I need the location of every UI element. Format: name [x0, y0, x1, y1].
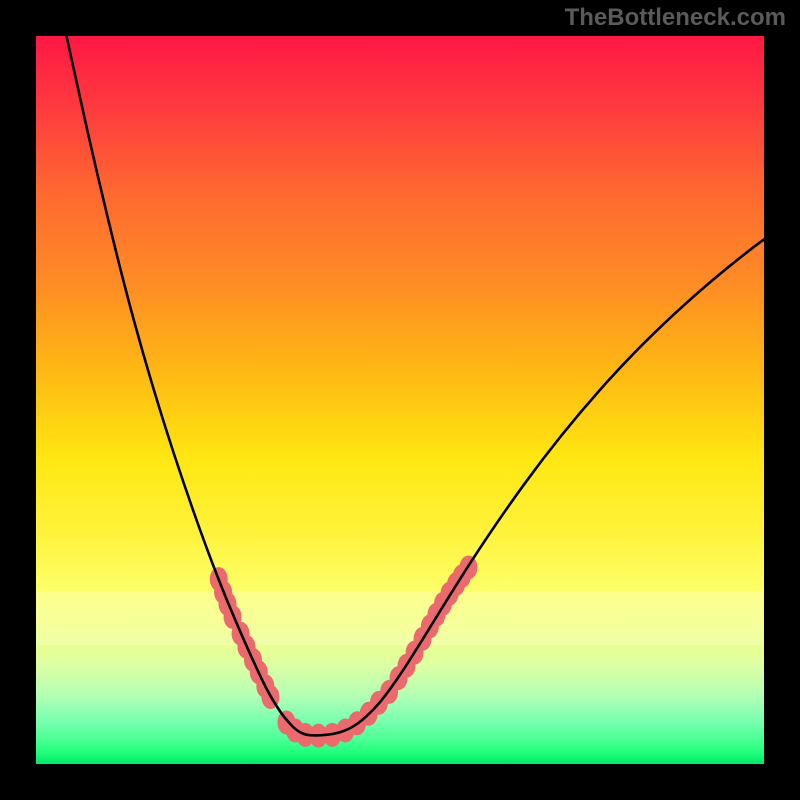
plot-area: [36, 36, 764, 764]
curve-overlay: [36, 36, 764, 764]
bottleneck-curve: [64, 36, 764, 735]
watermark: TheBottleneck.com: [565, 4, 786, 32]
